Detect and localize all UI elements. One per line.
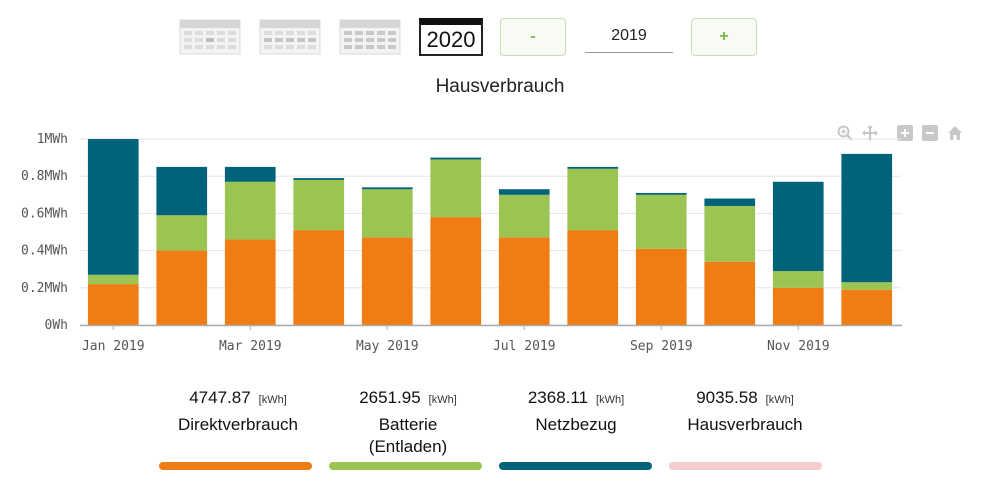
bar-segment: [224, 166, 276, 182]
bar-segment: [635, 194, 687, 249]
bar-segment: [430, 217, 482, 325]
y-tick-label: 0.2MWh: [21, 281, 68, 296]
x-tick-label: Jan 2019: [82, 339, 145, 354]
stacked-bar-chart: 0Wh 0.2MWh 0.4MWh 0.6MWh 0.8MWh 1MWh Jan 2019 M…: [21, 132, 902, 354]
bar-segment: [87, 274, 139, 285]
next-year-button[interactable]: +: [691, 18, 757, 56]
x-tick-label: Jul 2019: [493, 339, 556, 354]
bar-segment: [567, 168, 619, 231]
y-tick-label: 0.4MWh: [21, 244, 68, 259]
bar-segment: [704, 198, 756, 206]
home-icon[interactable]: [946, 124, 964, 142]
summary-label: Batterie (Entladen): [368, 415, 448, 456]
x-tick-label: Sep 2019: [630, 339, 693, 354]
legend-swatch-netzbezug[interactable]: [499, 462, 652, 470]
zoom-minus-icon[interactable]: [921, 124, 939, 142]
bar-segment: [841, 153, 893, 283]
bar-segment: [361, 237, 413, 325]
summary-unit: [kWh]: [765, 394, 794, 406]
bar-segment: [156, 250, 208, 325]
bar-segment: [156, 215, 208, 251]
summary-hausverbrauch: 9035.58 [kWh] Hausverbrauch: [665, 388, 825, 436]
year-view-button[interactable]: 2020: [419, 18, 483, 56]
bar-segment: [430, 157, 482, 160]
y-tick-label: 0.8MWh: [21, 169, 68, 184]
bar-segment: [430, 159, 482, 218]
bar-segment: [841, 289, 893, 325]
bar-segment: [224, 181, 276, 240]
x-tick-label: Nov 2019: [767, 339, 830, 354]
bar-segment: [772, 181, 824, 272]
bar-segment: [498, 194, 550, 238]
legend-swatch-batterie[interactable]: [329, 462, 482, 470]
summary-unit: [kWh]: [428, 394, 457, 406]
bar-segment: [841, 282, 893, 290]
legend-swatch-hausverbrauch[interactable]: [669, 462, 822, 470]
summary-label: Netzbezug: [535, 415, 617, 434]
y-tick-label: 0.6MWh: [21, 206, 68, 221]
bar-segment: [567, 230, 619, 325]
bar-segment: [635, 248, 687, 325]
bar-segment: [293, 178, 345, 180]
x-tick-label: May 2019: [356, 339, 419, 354]
year-input[interactable]: [585, 20, 673, 53]
bar-segment: [87, 284, 139, 325]
summary-batterie: 2651.95 [kWh] Batterie (Entladen): [328, 388, 488, 458]
summary-unit: [kWh]: [258, 394, 287, 406]
toolbar: 2020 - +: [0, 14, 1000, 60]
y-tick-label: 1MWh: [37, 132, 68, 147]
bar-segment: [224, 239, 276, 325]
bar-segment: [361, 189, 413, 238]
bar-segment: [704, 261, 756, 325]
summary-direktverbrauch: 4747.87 [kWh] Direktverbrauch: [158, 388, 318, 436]
summary-value: 4747.87: [189, 388, 251, 407]
bar-segment: [772, 271, 824, 288]
summary-value: 2368.11: [527, 388, 589, 407]
bar-segment: [361, 187, 413, 190]
bar-segment: [772, 287, 824, 325]
summary-label: Direktverbrauch: [178, 415, 298, 434]
bar-segment: [567, 166, 619, 169]
chart-zoom-tools: [836, 124, 966, 144]
bar-segment: [293, 179, 345, 231]
bar-segment: [704, 205, 756, 262]
legend-swatch-direktverbrauch[interactable]: [159, 462, 312, 470]
zoom-plus-icon[interactable]: [896, 124, 914, 142]
bar-segment: [498, 237, 550, 325]
summary-unit: [kWh]: [596, 394, 625, 406]
summary-netzbezug: 2368.11 [kWh] Netzbezug: [496, 388, 656, 436]
summary-label: Hausverbrauch: [687, 415, 803, 434]
summary-value: 9035.58: [696, 388, 758, 407]
calendar-week-icon[interactable]: [259, 18, 321, 56]
bar-segment: [87, 139, 139, 275]
calendar-month-icon[interactable]: [339, 18, 401, 56]
pan-icon[interactable]: [861, 124, 879, 142]
calendar-day-icon[interactable]: [179, 18, 241, 56]
x-tick-label: Mar 2019: [219, 339, 282, 354]
bar-segment: [293, 230, 345, 325]
previous-year-button[interactable]: -: [500, 18, 566, 56]
bar-segment: [635, 192, 687, 195]
chart-title: Hausverbrauch: [435, 76, 565, 97]
bar-segment: [156, 166, 208, 216]
bar-segment: [498, 189, 550, 195]
summary-value: 2651.95: [359, 388, 421, 407]
y-tick-label: 0Wh: [45, 318, 68, 333]
